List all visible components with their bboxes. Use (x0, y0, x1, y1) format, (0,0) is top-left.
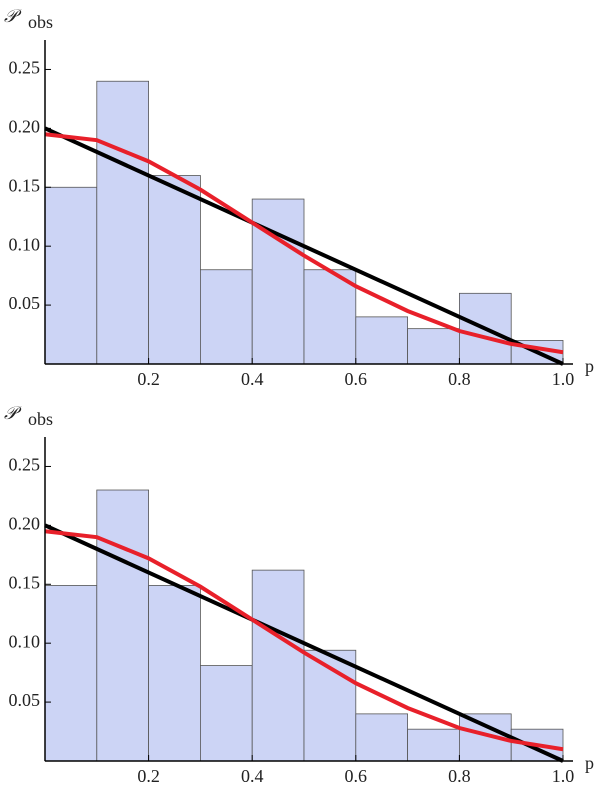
bar (251, 198, 305, 365)
x-tick-label: 0.4 (241, 766, 264, 785)
bar (148, 175, 201, 365)
curve (44, 523, 564, 763)
y-tick-label: 0.15 (9, 175, 41, 195)
y-tick-label: 0.15 (9, 572, 41, 592)
bar (44, 186, 98, 365)
x-axis-label: p (585, 356, 594, 376)
y-axis-label-subscript: obs (28, 409, 53, 429)
x-tick-label: 0.8 (448, 766, 471, 785)
y-tick-label: 0.10 (9, 234, 41, 254)
curve (44, 529, 564, 752)
y-tick-label: 0.05 (9, 690, 41, 710)
x-tick-label: 0.2 (137, 766, 160, 785)
bar (44, 585, 98, 762)
x-axis-label: p (585, 753, 594, 773)
bar (148, 585, 201, 762)
x-tick-label: 0.6 (345, 369, 368, 389)
bar (407, 328, 460, 365)
chart: 0.2 0.4 0.6 0.8 1.0 0.05 0.10 0.15 0.20 0.25 p 𝒫 obs (4, 403, 594, 785)
y-axis-label: 𝒫 (4, 403, 22, 423)
bar (96, 489, 150, 762)
x-tick-label: 0.8 (448, 369, 471, 389)
y-axis-label: 𝒫 (4, 6, 22, 26)
curve (44, 126, 564, 366)
y-tick-label: 0.05 (9, 293, 41, 313)
bar (251, 569, 305, 762)
y-tick-label: 0.25 (9, 455, 41, 475)
chart: 0.2 0.4 0.6 0.8 1.0 0.05 0.10 0.15 0.20 0.25 p 𝒫 obs (4, 6, 594, 389)
x-tick-label: 0.2 (137, 369, 160, 389)
y-tick-label: 0.20 (9, 513, 41, 533)
x-tick-label: 1.0 (552, 369, 575, 389)
x-tick-label: 0.6 (345, 766, 368, 785)
bar (199, 269, 253, 365)
curve (44, 132, 564, 355)
bar (407, 728, 460, 762)
bar (96, 80, 150, 365)
bar (303, 269, 357, 365)
bar (355, 713, 408, 762)
y-tick-label: 0.25 (9, 58, 41, 78)
y-tick-label: 0.10 (9, 631, 41, 651)
y-tick-label: 0.20 (9, 116, 41, 136)
bar (355, 316, 408, 365)
y-axis-label-subscript: obs (28, 12, 53, 32)
x-tick-label: 1.0 (552, 766, 575, 785)
bar (199, 665, 253, 762)
x-tick-label: 0.4 (241, 369, 264, 389)
